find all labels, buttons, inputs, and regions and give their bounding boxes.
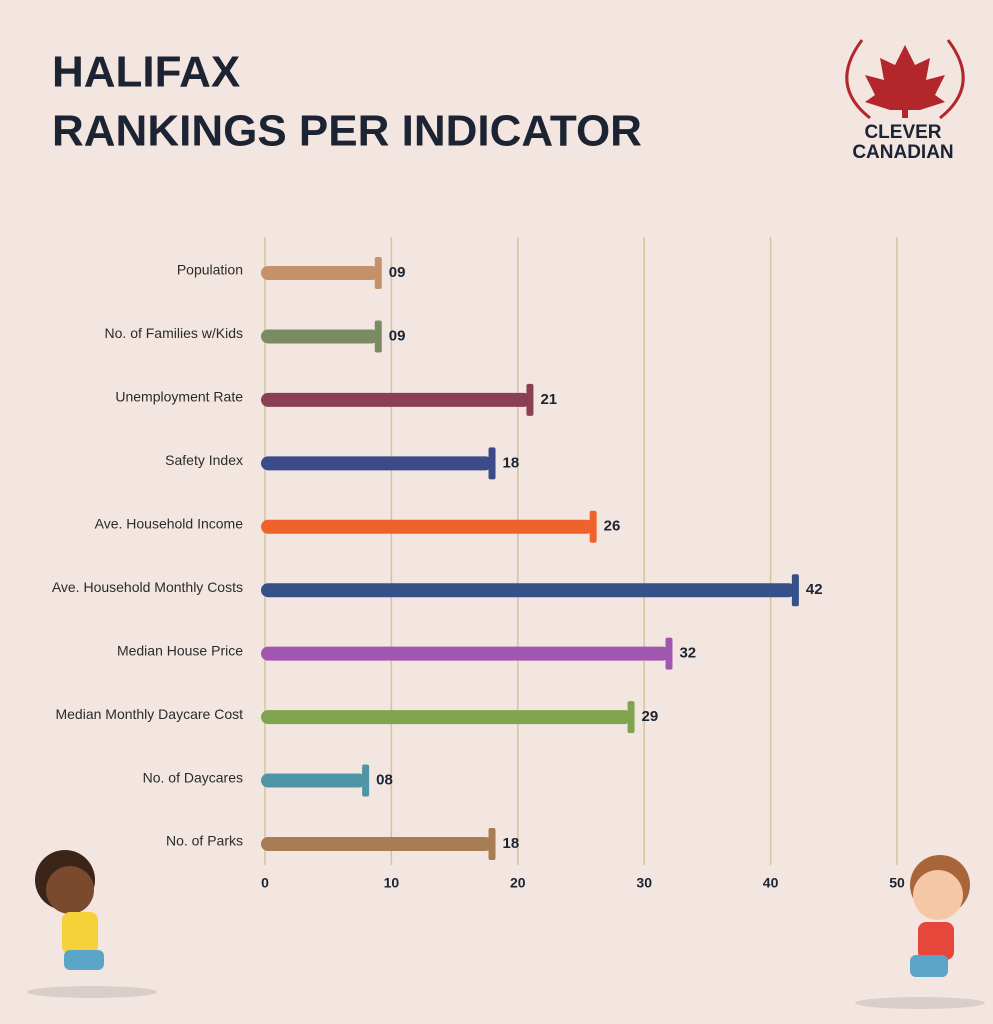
value-label: 09 <box>389 264 406 281</box>
category-label: No. of Parks <box>166 833 243 849</box>
category-label: Ave. Household Monthly Costs <box>52 579 243 595</box>
bar <box>261 583 796 598</box>
bar-cap <box>665 637 673 670</box>
bar-cap <box>488 828 496 860</box>
bar-cap <box>526 383 534 416</box>
face <box>46 866 94 914</box>
wreath <box>845 39 871 120</box>
bar-cap <box>791 574 799 607</box>
value-label: 09 <box>389 327 406 344</box>
bar-cap <box>374 320 382 353</box>
title-line: RANKINGS PER INDICATOR <box>52 107 642 156</box>
bar <box>261 456 493 471</box>
bar <box>261 519 594 534</box>
category-label: Unemployment Rate <box>115 389 243 405</box>
bar <box>261 266 379 280</box>
category-label: Median Monthly Daycare Cost <box>55 706 243 722</box>
bar <box>261 392 531 407</box>
bar-cap <box>362 764 370 797</box>
kid-left <box>27 850 157 998</box>
logo-text: CANADIAN <box>852 142 953 163</box>
title-line: HALIFAX <box>52 48 240 97</box>
value-label: 26 <box>604 518 621 535</box>
wreath <box>939 39 965 120</box>
face <box>913 870 963 920</box>
x-tick-label: 30 <box>636 875 652 891</box>
shorts <box>64 950 104 970</box>
x-tick-label: 0 <box>261 875 269 891</box>
value-label: 21 <box>540 391 557 408</box>
x-tick-label: 20 <box>510 875 526 891</box>
bar <box>261 329 379 344</box>
x-tick-label: 10 <box>384 875 400 891</box>
bar <box>261 646 670 661</box>
category-label: Population <box>177 262 243 278</box>
value-label: 18 <box>503 454 520 471</box>
shadow <box>27 986 157 998</box>
category-label: Ave. Household Income <box>95 515 244 531</box>
value-label: 32 <box>679 645 696 662</box>
category-label: Safety Index <box>165 452 243 468</box>
value-label: 18 <box>503 835 520 852</box>
value-label: 08 <box>376 772 393 789</box>
shadow <box>855 997 985 1009</box>
bar-cap <box>627 701 635 734</box>
logo: CLEVER CANADIAN <box>845 39 965 163</box>
value-label: 29 <box>642 708 659 725</box>
shorts <box>910 955 948 977</box>
shirt <box>62 912 98 954</box>
bar <box>261 710 632 725</box>
bar <box>261 837 493 851</box>
value-label: 42 <box>806 581 823 598</box>
x-tick-label: 50 <box>889 875 905 891</box>
bar-cap <box>374 257 382 289</box>
logo-text: CLEVER <box>864 122 941 143</box>
bar-cap <box>589 510 597 543</box>
bar-cap <box>488 447 496 480</box>
kid-right <box>855 855 985 1009</box>
category-label: No. of Daycares <box>143 769 243 785</box>
category-label: No. of Families w/Kids <box>105 325 243 341</box>
maple-leaf <box>865 45 945 118</box>
x-tick-label: 40 <box>763 875 779 891</box>
category-label: Median House Price <box>117 642 243 658</box>
shirt <box>918 922 954 960</box>
bar <box>261 773 367 788</box>
